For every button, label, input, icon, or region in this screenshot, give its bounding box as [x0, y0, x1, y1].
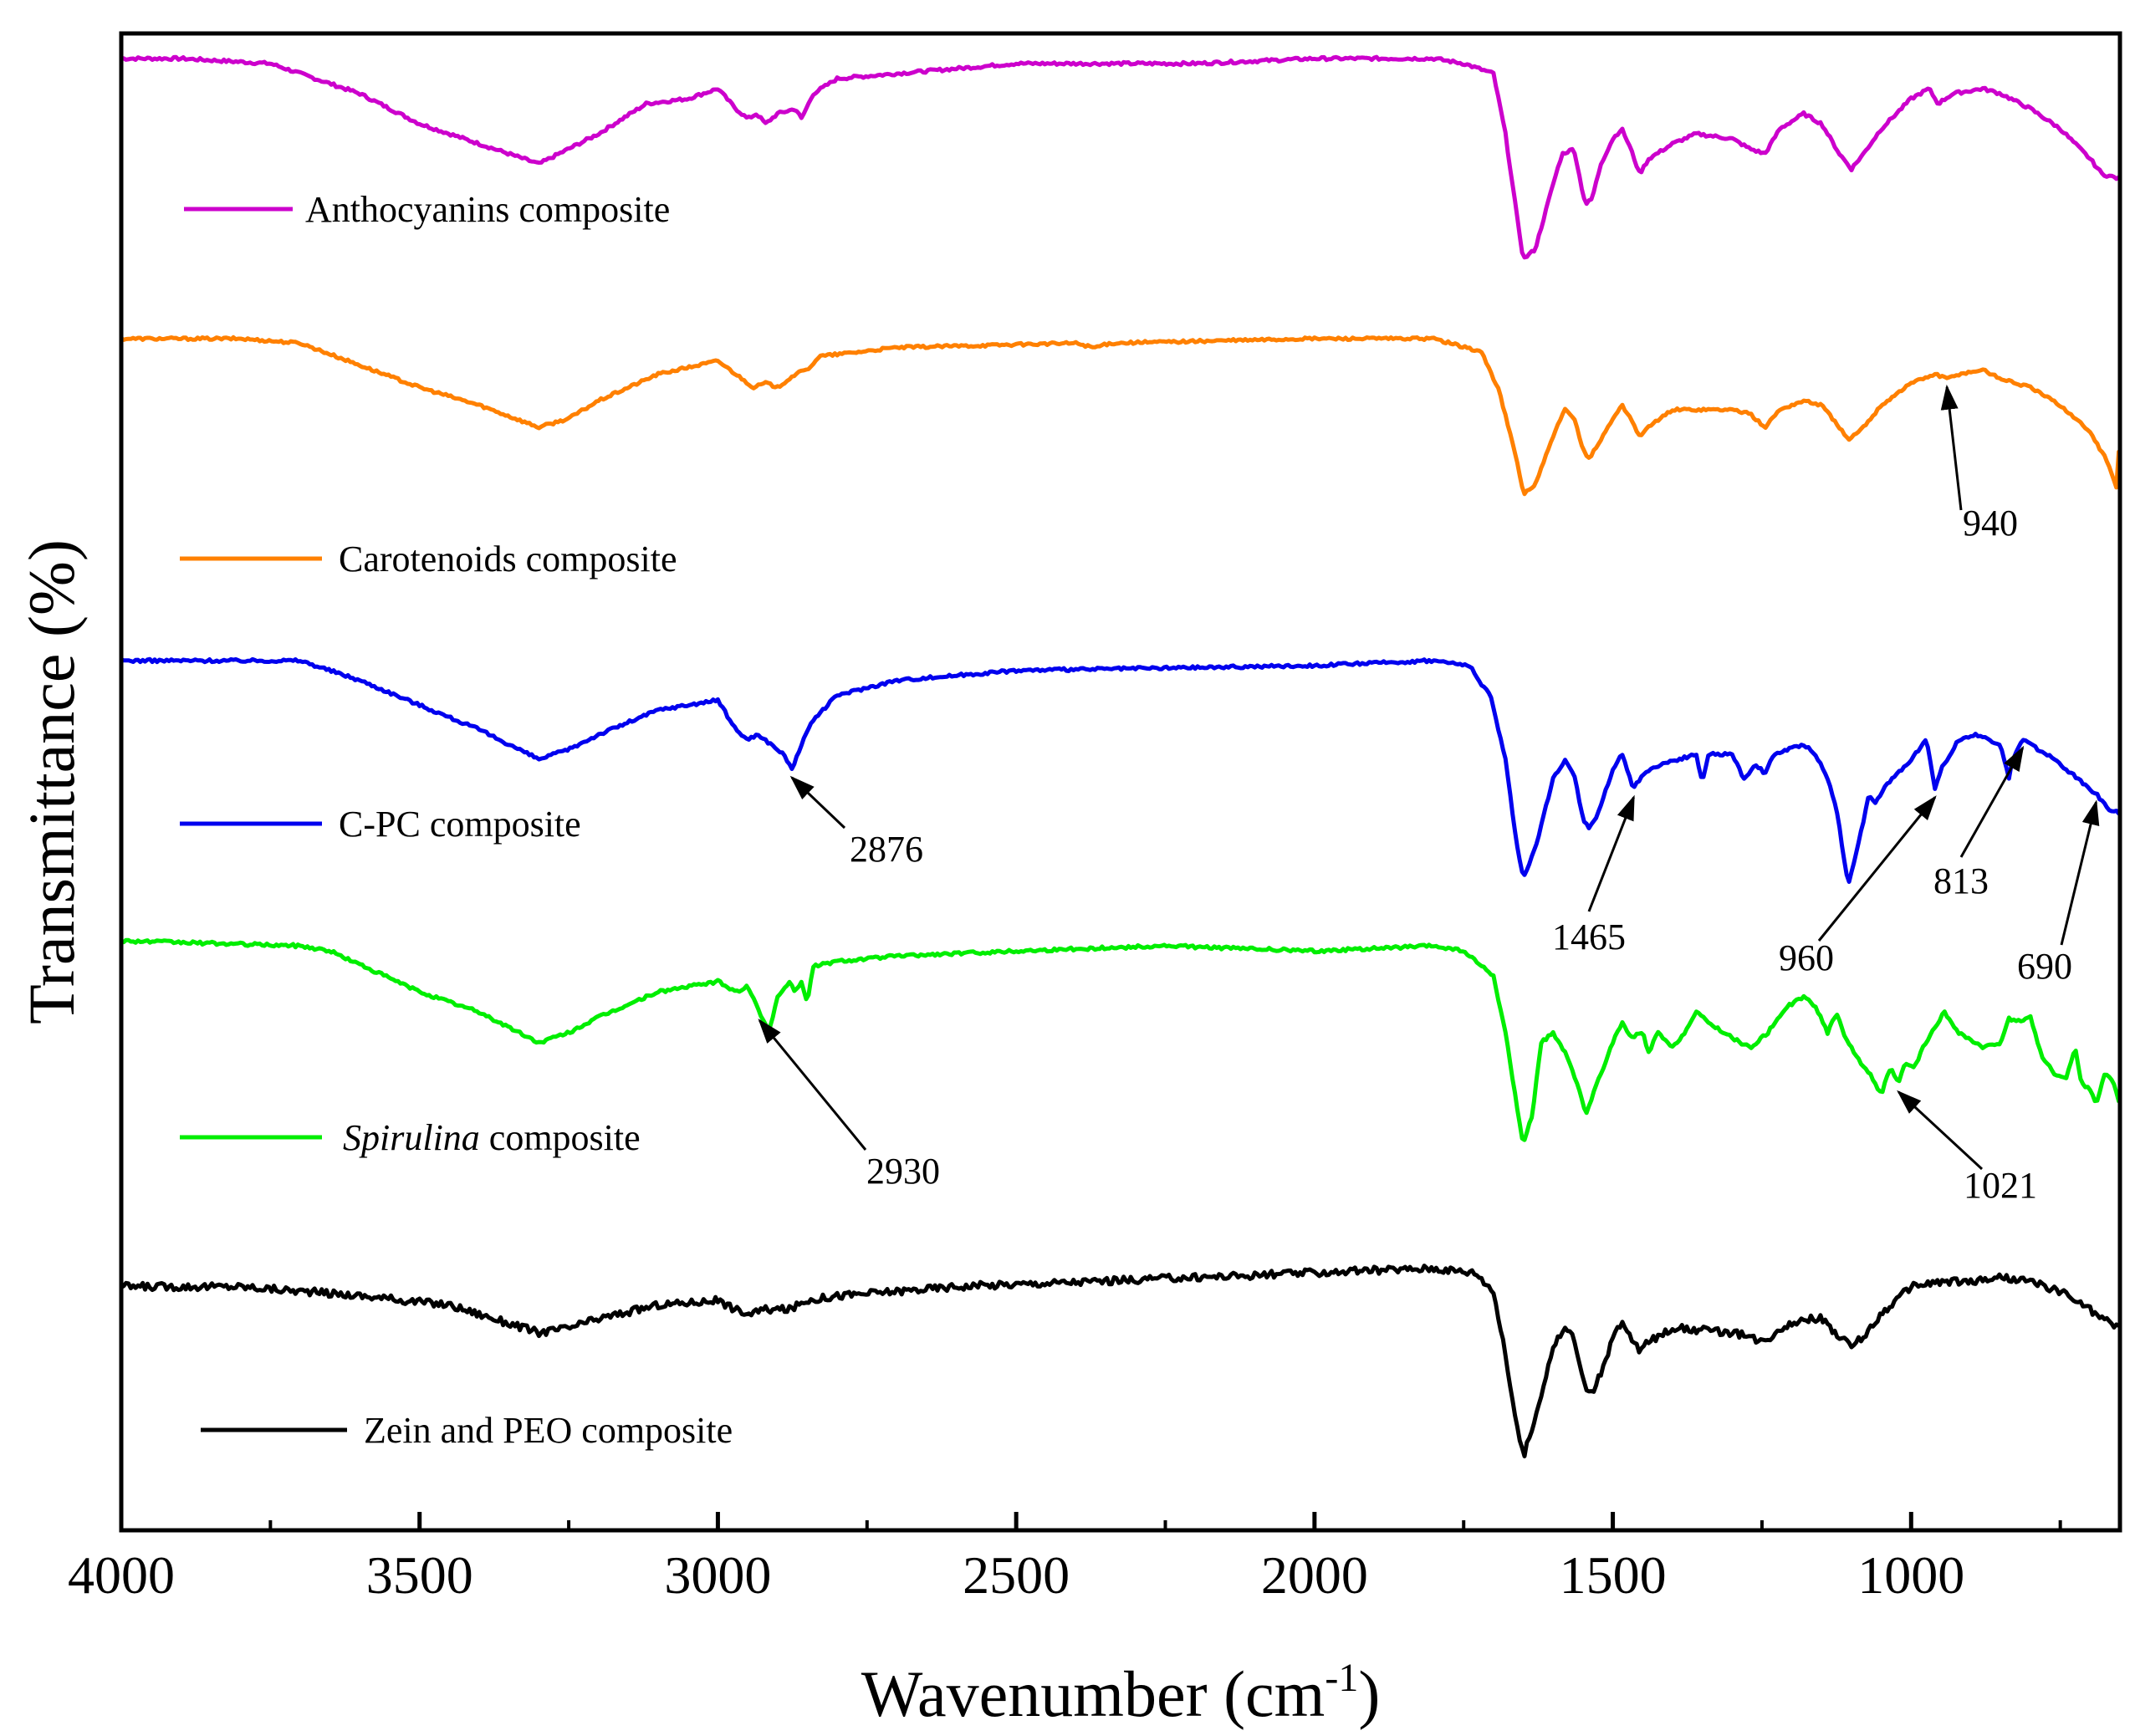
series-layer	[119, 54, 2122, 1458]
peak-label-813: 813	[1933, 860, 1989, 901]
legend-label-part: Zein and PEO composite	[364, 1410, 733, 1451]
peak-label-2876: 2876	[850, 829, 923, 870]
x-axis-title: Wavenumber (cm-1)	[861, 1656, 1381, 1730]
x-axis-title-main: Wavenumber (cm	[861, 1657, 1325, 1730]
series-line-2	[119, 656, 2122, 884]
x-axis-title-superscript: -1	[1325, 1656, 1358, 1700]
legend-label-part: composite	[480, 1117, 641, 1158]
peak-arrow-940	[1940, 384, 1963, 511]
legend: Anthocyanins composite Carotenoids compos…	[180, 189, 733, 1451]
peak-annotations: 940 2876 1465 960 813 690 2930 1021	[758, 384, 2100, 1206]
legend-label-0: Anthocyanins composite	[305, 189, 670, 230]
x-tick-label: 3500	[366, 1545, 473, 1605]
peak-arrow-2876	[789, 775, 846, 830]
peak-arrow-960	[1817, 795, 1937, 942]
peak-arrow-813	[1959, 745, 2025, 858]
peak-label-960: 960	[1779, 937, 1834, 978]
legend-label-part: Carotenoids composite	[339, 539, 677, 580]
legend-label-part: C-PC composite	[339, 804, 581, 845]
peak-label-940: 940	[1963, 503, 2018, 544]
y-axis-title: Transmittance (%)	[15, 539, 88, 1024]
x-tick-label: 1000	[1857, 1545, 1964, 1605]
legend-label-part: Anthocyanins composite	[305, 189, 670, 230]
peak-arrow-690	[2060, 799, 2100, 946]
peak-arrow-1021	[1897, 1090, 1984, 1171]
series-line-1	[119, 334, 2122, 497]
x-axis: 4000 3500 3000 2500 2000 1500 1000	[68, 1512, 2062, 1605]
peak-label-690: 690	[2017, 946, 2072, 987]
legend-label-2: C-PC composite	[339, 804, 581, 845]
peak-label-1021: 1021	[1964, 1165, 2037, 1206]
peak-label-1465: 1465	[1552, 917, 1626, 957]
legend-label-4: Zein and PEO composite	[364, 1410, 733, 1451]
series-line-4	[119, 1264, 2122, 1458]
legend-label-part: Spirulina	[343, 1117, 480, 1158]
peak-arrow-1465	[1587, 794, 1635, 912]
peak-arrow-2930	[758, 1019, 867, 1151]
x-axis-title-suffix: )	[1358, 1657, 1380, 1730]
plot-frame	[119, 31, 2122, 1533]
x-tick-label: 4000	[68, 1545, 175, 1605]
legend-label-1: Carotenoids composite	[339, 539, 677, 580]
x-tick-label: 3000	[664, 1545, 771, 1605]
x-tick-label: 1500	[1560, 1545, 1667, 1605]
x-tick-label: 2000	[1261, 1545, 1368, 1605]
x-tick-label: 2500	[963, 1545, 1070, 1605]
series-line-0	[119, 54, 2122, 260]
series-line-3	[119, 937, 2122, 1142]
legend-label-3: Spirulina composite	[343, 1117, 641, 1158]
peak-label-2930: 2930	[866, 1151, 940, 1192]
